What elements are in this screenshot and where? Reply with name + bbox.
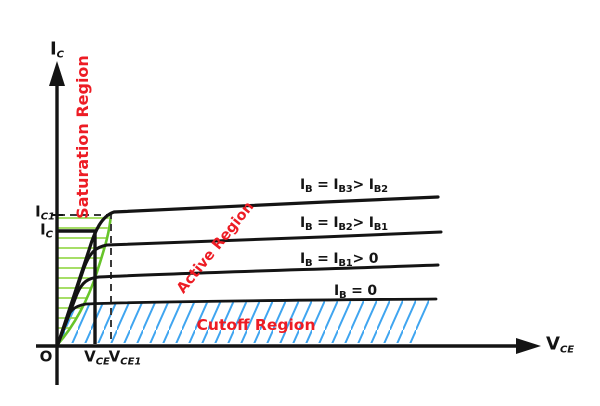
x-axis-arrowhead	[516, 338, 541, 354]
saturation-region-label: Saturation Region	[72, 55, 92, 219]
curve-ib0	[56, 297, 438, 346]
y-tick-ic-base: I	[40, 220, 46, 239]
curve-label-ib3-part: = I	[312, 177, 339, 193]
curve-ib2	[56, 230, 443, 346]
curve-label-ib3-part: I	[300, 177, 306, 193]
curve-label-ib0: IB = 0	[334, 283, 377, 301]
x-tick-vce-base: V	[84, 347, 96, 366]
curve-label-ib2-sub: B1	[373, 222, 388, 233]
saturation-boundary-curve	[56, 211, 113, 346]
y-tick-ic1-sub: C1	[40, 211, 55, 223]
curve-label-ib0-sub: B	[339, 290, 347, 301]
origin-label-text: O	[39, 347, 53, 366]
x-tick-vce: VCE	[84, 347, 110, 368]
curve-label-ib1-part: I	[300, 251, 306, 267]
origin-label: O	[40, 348, 53, 365]
x-axis-title-sub: CE	[559, 344, 575, 356]
curve-label-ib1-sub: B1	[338, 258, 353, 269]
y-tick-ic1: IC1	[35, 202, 55, 223]
cutoff-region-hatch	[58, 300, 436, 343]
curve-label-ib1-part: > 0	[352, 251, 379, 267]
curve-label-ib2: IB = IB2> IB1	[300, 215, 388, 233]
curve-ib3	[56, 195, 440, 346]
curve-label-ib1-sub: B	[305, 258, 313, 269]
y-axis-arrowhead	[49, 61, 65, 86]
curve-label-ib3: IB = IB3> IB2	[300, 177, 388, 195]
curve-label-ib3-sub: B	[305, 184, 313, 195]
curve-label-ib3-part: > I	[352, 177, 374, 193]
curve-label-ib2-sub: B2	[338, 222, 353, 233]
curve-label-ib2-sub: B	[305, 222, 313, 233]
y-axis-title-base: I	[49, 38, 57, 60]
curve-label-ib3-sub: B2	[373, 184, 388, 195]
curve-label-ib3-sub: B3	[338, 184, 353, 195]
curve-label-ib2-part: = I	[312, 215, 339, 231]
x-tick-vce1: VCE1	[108, 347, 142, 368]
x-axis-title: VCE	[546, 333, 575, 356]
curve-label-ib1: IB = IB1> 0	[300, 251, 379, 269]
curve-label-ib0-part: = 0	[346, 283, 377, 299]
curve-label-ib2-part: I	[300, 215, 306, 231]
x-tick-vce-sub: CE	[95, 356, 110, 368]
cutoff-region-label: Cutoff Region	[196, 316, 316, 335]
x-tick-vce1-sub: CE1	[120, 356, 142, 368]
y-axis-title-sub: C	[56, 49, 65, 61]
y-tick-ic: IC	[40, 220, 53, 241]
curve-label-ib1-part: = I	[312, 251, 339, 267]
curve-label-ib0-part: I	[334, 283, 340, 299]
x-tick-vce1-base: V	[108, 347, 121, 366]
y-tick-ic-sub: C	[45, 229, 53, 241]
x-axis-title-base: V	[546, 333, 560, 355]
curve-ib1	[56, 263, 440, 346]
curve-label-ib2-part: > I	[352, 215, 374, 231]
y-tick-ic1-base: I	[35, 202, 41, 221]
y-axis-title: IC	[49, 38, 65, 61]
